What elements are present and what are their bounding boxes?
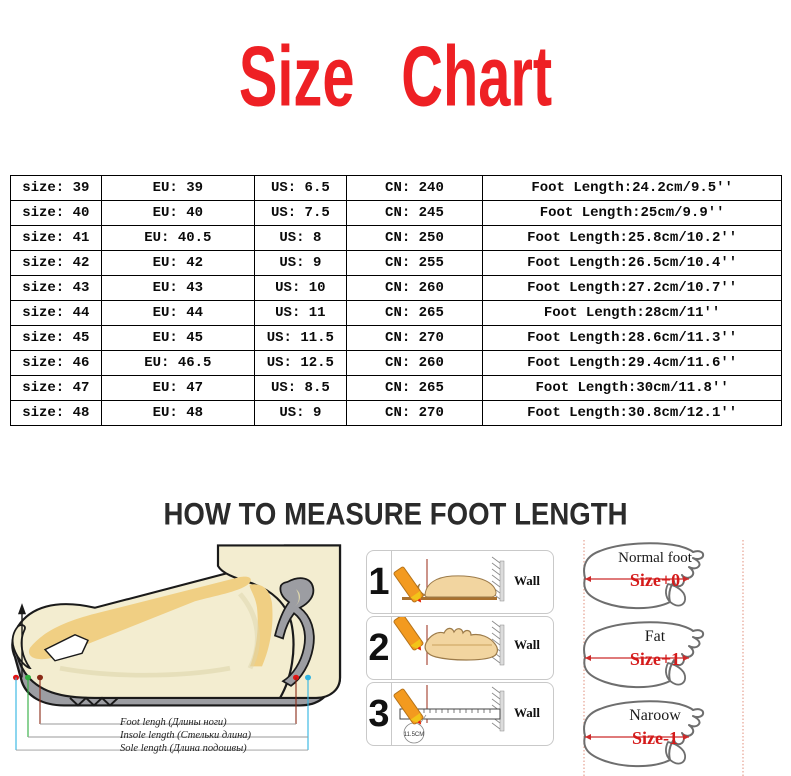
svg-text:Size+1: Size+1 [630, 649, 680, 669]
svg-text:Normal foot: Normal foot [618, 550, 693, 566]
svg-text:11.5CM: 11.5CM [404, 732, 425, 738]
svg-text:Size+0: Size+0 [630, 570, 680, 590]
svg-text:Wall: Wall [514, 573, 540, 588]
svg-text:Fat: Fat [645, 628, 666, 645]
svg-text:Wall: Wall [514, 705, 540, 720]
svg-text:Wall: Wall [514, 637, 540, 652]
svg-text:Naroow: Naroow [629, 707, 681, 724]
svg-text:Size-1: Size-1 [632, 728, 678, 748]
